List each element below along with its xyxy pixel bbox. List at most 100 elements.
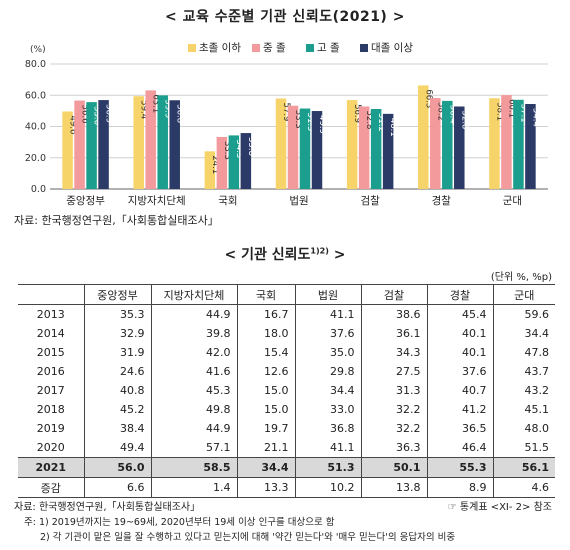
table-cell: 42.0 — [150, 343, 237, 362]
column-header: 군대 — [492, 284, 555, 305]
table-cell: 43.2 — [492, 381, 555, 400]
bar — [98, 100, 109, 189]
x-category-label: 경찰 — [432, 194, 452, 207]
table-cell: 10.2 — [294, 477, 361, 498]
table-note-2: 2) 각 기관이 맡은 일을 잘 수행하고 있다고 믿는지에 대해 '약간 믿는… — [40, 532, 456, 543]
legend-label: 고 졸 — [317, 42, 340, 54]
bar — [525, 104, 536, 189]
legend-swatch — [306, 43, 314, 52]
bar-value-label: 59.4 — [139, 100, 149, 119]
table-cell: 37.6 — [426, 362, 493, 381]
table-cell: 43.7 — [492, 362, 555, 381]
table-cell: 2016 — [36, 365, 65, 378]
chart-title: < 교육 수준별 기관 신뢰도(2021) > — [165, 9, 405, 25]
table-row: 2015 31.9 42.0 15.4 35.0 34.3 40.1 47.8 — [18, 343, 555, 362]
bar-value-label: 52.8 — [459, 111, 469, 130]
table-cell: 46.4 — [426, 438, 493, 458]
bar-value-label: 56.6 — [80, 105, 90, 124]
table-cell: 45.3 — [150, 381, 237, 400]
table-cell: 15.0 — [236, 381, 295, 400]
table-cell: 증감 — [18, 477, 84, 498]
bar — [216, 136, 228, 189]
table-cell: 8.9 — [426, 477, 493, 498]
bar — [240, 133, 252, 189]
table-cell: 18.0 — [236, 324, 295, 343]
bar — [275, 98, 287, 189]
table-header-row: 중앙정부 지방자치단체 국회 법원 검찰 경찰 군대 — [18, 284, 555, 305]
column-header: 국회 — [236, 284, 295, 305]
column-header: 지방자치단체 — [150, 284, 237, 305]
table-cell: 38.6 — [360, 304, 427, 324]
bar — [133, 96, 144, 189]
legend-item: 고 졸 — [306, 40, 340, 55]
y-tick-label: 80.0 — [25, 59, 46, 70]
bar-value-label: 60.1 — [506, 99, 516, 118]
table-reference: ☞ 통계표 <XI- 2> 참조 — [447, 502, 552, 513]
table-cell: 45.4 — [426, 304, 493, 324]
table-row: 2018 45.2 49.8 15.0 33.0 32.2 41.2 45.1 — [18, 400, 555, 419]
bar — [513, 99, 524, 189]
table-cell: 40.1 — [426, 343, 493, 362]
legend-item: 대졸 이상 — [360, 40, 413, 55]
x-category-label: 검찰 — [360, 195, 380, 207]
table-cell: 4.6 — [492, 477, 555, 498]
x-category-label: 지방자치단체 — [128, 195, 186, 207]
table-row: 2013 35.3 44.9 16.7 41.1 38.6 45.4 59.6 — [18, 304, 555, 324]
table-cell: 44.9 — [150, 419, 237, 438]
bar-value-label: 56.8 — [175, 104, 185, 123]
table-cell: 40.8 — [83, 381, 151, 400]
table-cell: 32.2 — [360, 419, 427, 438]
bar — [370, 109, 382, 189]
bar-value-label: 56.9 — [352, 104, 362, 123]
table-cell: 40.1 — [426, 324, 493, 343]
table-cell: 49.8 — [150, 400, 237, 419]
bar — [299, 108, 311, 189]
trust-table: 중앙정부 지방자치단체 국회 법원 검찰 경찰 군대 2013 35.3 44.9 16.7 41.… — [18, 284, 555, 498]
table-row: 2019 38.4 44.9 19.7 36.8 32.2 36.5 48.0 — [18, 419, 555, 438]
table-cell: 49.4 — [83, 438, 151, 458]
x-category-label: 법원 — [289, 195, 308, 207]
table-cell: 15.0 — [236, 400, 295, 419]
table-row: 2016 24.6 41.6 12.6 29.8 27.5 37.6 43.7 — [18, 362, 555, 381]
table-cell: 2020 — [36, 441, 65, 454]
bar — [169, 100, 180, 189]
column-header: 법원 — [294, 284, 361, 305]
bar-value-label: 34.3 — [234, 139, 244, 158]
table-cell: 58.5 — [150, 457, 237, 478]
bar-value-label: 52.8 — [364, 111, 374, 130]
chart-source: 자료: 한국행정연구원,「사회통합실태조사」 — [14, 214, 219, 227]
bar-value-label: 66.3 — [423, 89, 433, 108]
table-cell: 15.4 — [236, 343, 295, 362]
bar — [418, 85, 429, 189]
table-cell: 2015 — [36, 346, 65, 359]
bar — [74, 100, 85, 189]
table-cell: 59.6 — [492, 304, 555, 324]
bar — [489, 98, 500, 189]
table-source: 자료: 한국행정연구원,「사회통합실태조사」 — [14, 502, 201, 513]
bar-value-label: 48.1 — [388, 118, 398, 137]
table-cell: 56.1 — [492, 457, 555, 478]
table-cell: 36.3 — [360, 438, 427, 458]
bar-value-label: 49.6 — [68, 116, 78, 135]
bar-value-label: 54.4 — [530, 108, 540, 127]
table-cell: 57.1 — [150, 438, 237, 458]
table-cell: 13.3 — [236, 477, 295, 498]
bar-value-label: 55.6 — [92, 106, 102, 125]
y-tick-label: 60.0 — [25, 90, 46, 101]
table-row: 2017 40.8 45.3 15.0 34.4 31.3 40.7 43.2 — [18, 381, 555, 400]
bar — [62, 111, 73, 189]
table-cell: 36.1 — [360, 324, 427, 343]
bar-value-label: 33.3 — [222, 141, 232, 160]
table-cell: 39.8 — [150, 324, 237, 343]
table-cell: 41.1 — [294, 304, 361, 324]
table-cell: 41.6 — [150, 362, 237, 381]
bar-value-label: 24.1 — [210, 155, 220, 174]
x-category-label: 군대 — [503, 195, 522, 207]
legend-label: 중 졸 — [263, 42, 286, 54]
table-row-change: 증감 6.6 1.4 13.3 10.2 13.8 8.9 4.6 — [18, 477, 555, 498]
column-header — [18, 284, 84, 305]
bar — [157, 95, 168, 189]
bar-value-label: 56.4 — [447, 105, 457, 124]
table-cell: 47.8 — [492, 343, 555, 362]
table-cell: 31.3 — [360, 381, 427, 400]
